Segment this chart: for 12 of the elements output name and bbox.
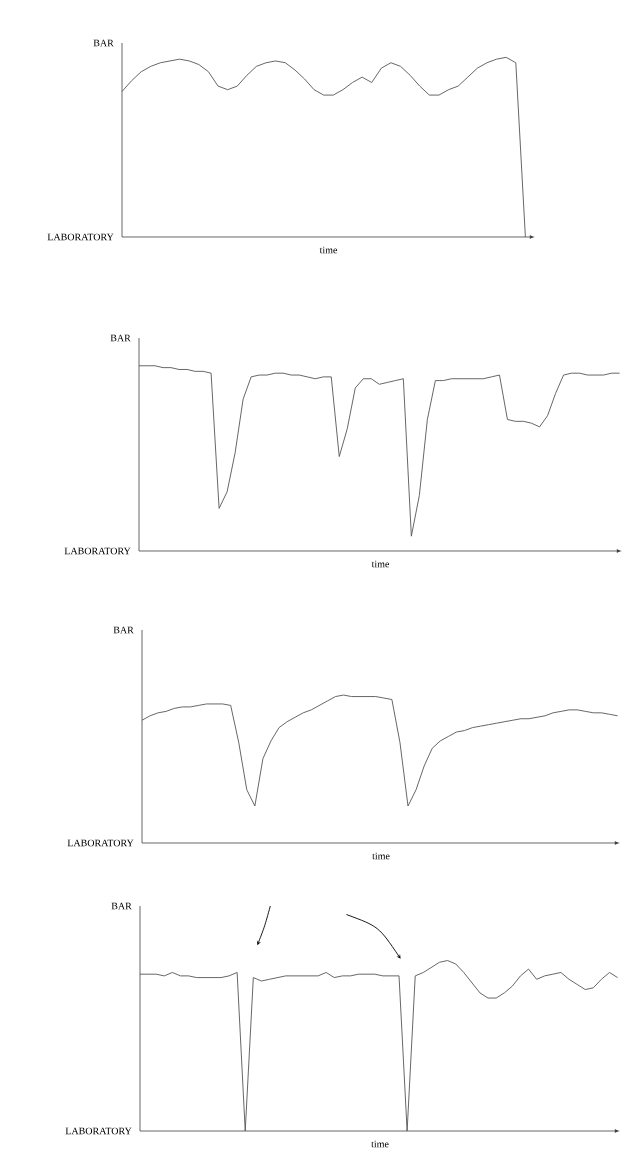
text: BAR xyxy=(113,626,134,634)
text: BAR xyxy=(111,902,132,910)
text: LABORATORY xyxy=(65,1127,132,1135)
text: BAR xyxy=(93,39,114,47)
x-axis-title: time xyxy=(371,560,390,568)
text: BAR xyxy=(110,334,131,342)
text: LABORATORY xyxy=(67,839,134,847)
x-axis-title: time xyxy=(371,1140,389,1148)
text: LABORATORY xyxy=(64,547,131,555)
x-axis-title: time xyxy=(319,246,338,254)
x-axis-title: time xyxy=(372,852,390,860)
text: LABORATORY xyxy=(47,233,114,241)
